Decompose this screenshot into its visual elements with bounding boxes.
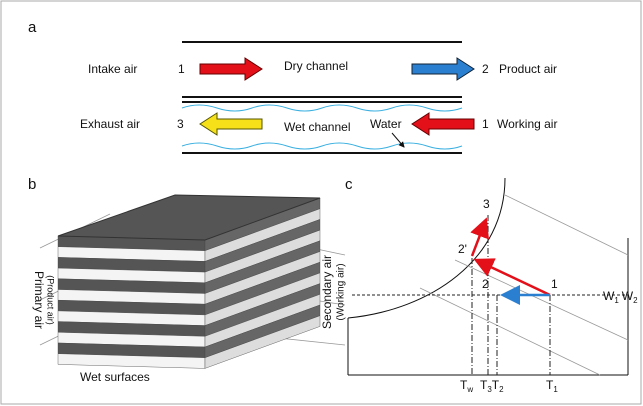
text: Product air (499, 62, 557, 76)
flow-arrow (199, 112, 263, 136)
text: 2 (482, 277, 489, 291)
text: 2 (482, 62, 489, 76)
water-film (181, 104, 463, 112)
text: 3 (483, 197, 490, 211)
flow-arrow (199, 57, 263, 81)
text: T (460, 378, 468, 392)
text: 1 (614, 296, 619, 305)
text: T (492, 378, 500, 392)
top-plate (57, 194, 321, 241)
temp-lines (471, 215, 551, 375)
text: 1 (551, 277, 558, 291)
channel-walls (182, 41, 462, 154)
symbol: T3T2 (480, 378, 504, 394)
text: W (622, 289, 634, 303)
text: Working air (497, 117, 557, 131)
symbol: T1 (546, 378, 558, 394)
text: Exhaust air (80, 117, 140, 131)
text: Intake air (88, 62, 137, 76)
panel-label: c (345, 176, 353, 193)
flow-arrow (411, 57, 475, 81)
plate-side (204, 315, 321, 369)
panel-label: b (28, 176, 36, 193)
text: 2 (633, 296, 638, 305)
text: 1 (482, 117, 489, 131)
text: 1 (178, 62, 185, 76)
text: 2 (499, 385, 504, 394)
process-arrow (470, 217, 489, 257)
symbol: W1 W2 (603, 289, 638, 305)
text: 3 (177, 117, 184, 131)
text: Dry channel (284, 59, 348, 73)
text: 3 (487, 385, 492, 394)
text: Water (370, 117, 402, 131)
process-arrow (473, 258, 551, 297)
panel-label: a (28, 19, 37, 36)
text: Wet channel (284, 120, 351, 134)
text: 1 (553, 385, 558, 394)
text: Secondary air (320, 255, 334, 329)
text: w (466, 385, 473, 394)
text: (Working air) (336, 263, 347, 320)
enthalpy-lines (419, 194, 629, 376)
water-film (181, 142, 463, 150)
pointer (391, 132, 405, 148)
plate-stack (57, 197, 321, 369)
flow-arrow (411, 112, 475, 136)
text: Primary air (32, 271, 46, 329)
text: Wet surfaces (80, 370, 150, 384)
text: 2' (458, 242, 467, 256)
symbol: Tw (460, 378, 473, 394)
text: T (480, 378, 488, 392)
text: W (603, 289, 615, 303)
text: T (546, 378, 554, 392)
text: (Product air) (46, 275, 56, 325)
